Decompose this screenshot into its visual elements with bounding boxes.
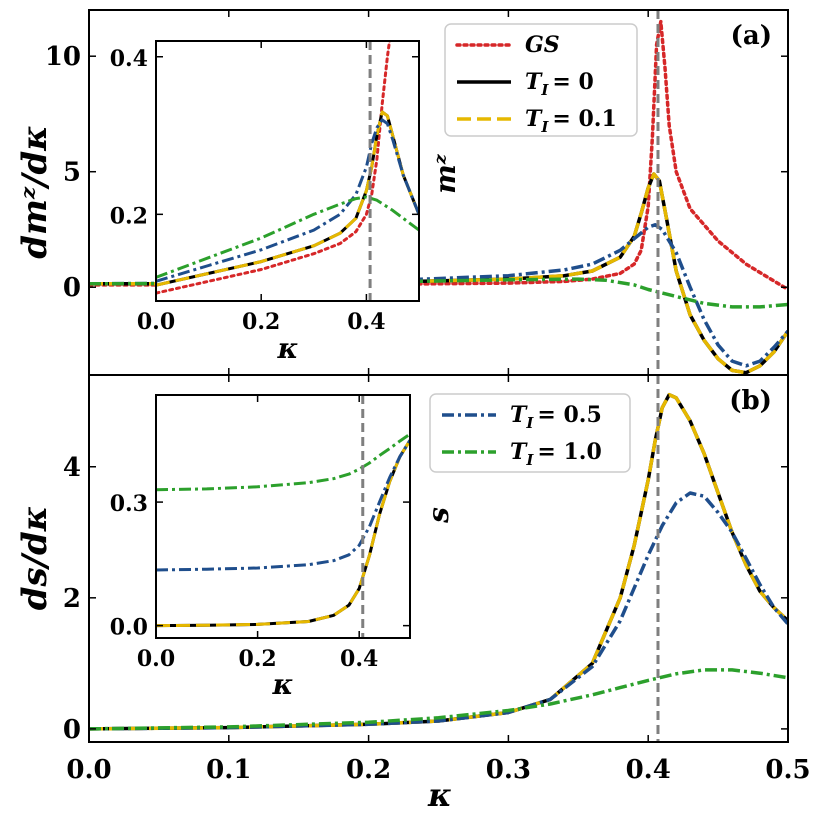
inset-b-xtick-label: 0.0 [137, 646, 175, 672]
main-b-legend-label: TI = 0.5 [510, 402, 602, 432]
main-a-legend [444, 23, 638, 137]
inset-b-series-2 [156, 439, 410, 572]
inset-a-xtick-label: 0.4 [347, 309, 385, 335]
inset-a-series-0 [156, 41, 392, 295]
inset-b-background [156, 395, 410, 638]
main-b-xtick-label: 0.0 [66, 755, 111, 785]
main-b-xtick-label: 0.5 [765, 755, 810, 785]
main-b-xtick-label: 0.2 [346, 755, 391, 785]
main-b-ytick-label: 2 [63, 584, 81, 614]
main-b-xtick-label: 0.1 [206, 755, 251, 785]
main-b-label: (b) [729, 386, 772, 416]
inset-b-ytick-label: 0.3 [110, 491, 148, 517]
main-a-legend-label: GS [525, 32, 560, 58]
inset-a-frame [155, 40, 420, 302]
main-a-ytick-label: 0 [63, 273, 81, 303]
main-b-legend [429, 393, 631, 473]
main-b-ytick-label: 0 [63, 715, 81, 745]
axis-labels: κ dmᶻ/dκ ds/dκ κ κ mᶻ s [15, 125, 462, 814]
main-b-ytick-label: 4 [63, 453, 81, 483]
inset-a-x-label: κ [277, 332, 299, 365]
inset-a-ytick-label: 0.4 [110, 46, 148, 72]
inset-b-y-label: s [422, 507, 455, 524]
inset-b-series-1 [156, 439, 410, 628]
main-a-ytick-label: 5 [63, 158, 81, 188]
main-b-xtick-label: 0.4 [626, 755, 671, 785]
inset-a-y-label: mᶻ [429, 153, 462, 194]
inset-b-ytick-label: 0.0 [110, 615, 148, 641]
main-b-xtick-label: 0.3 [486, 755, 531, 785]
inset-a-xtick-label: 0.2 [242, 309, 280, 335]
panel-a-y-label: dmᶻ/dκ [15, 125, 55, 259]
inset-a-series-4 [156, 195, 419, 279]
inset-b-x-label: κ [272, 668, 294, 701]
main-a-legend-label: TI = 0.1 [525, 106, 617, 136]
main-a-series-0 [89, 19, 788, 292]
inset-b-frame [155, 394, 411, 639]
main-a-series-2 [89, 172, 788, 375]
main-a-ytick-label: 10 [45, 42, 81, 72]
inset-a: 0.0 0.2 0.4 0.2 0.4 [110, 40, 420, 335]
main-b-frame [88, 374, 789, 743]
main-b-series-2 [89, 491, 788, 731]
main-a-label: (a) [731, 21, 772, 51]
inset-b: 0.0 0.2 0.4 0.0 0.3 [110, 394, 411, 672]
inset-b-xtick-label: 0.2 [238, 646, 276, 672]
main-b-legend-label: TI = 1.0 [510, 439, 602, 469]
panel-b-y-label: ds/dκ [15, 506, 55, 611]
inset-a-ytick-label: 0.2 [110, 203, 148, 229]
main-x-label: κ [427, 776, 452, 814]
inset-a-xtick-label: 0.0 [137, 309, 175, 335]
inset-b-xtick-label: 0.4 [340, 646, 378, 672]
inset-b-series-3 [156, 432, 410, 492]
main-a-legend-label: TI = 0 [525, 69, 594, 99]
